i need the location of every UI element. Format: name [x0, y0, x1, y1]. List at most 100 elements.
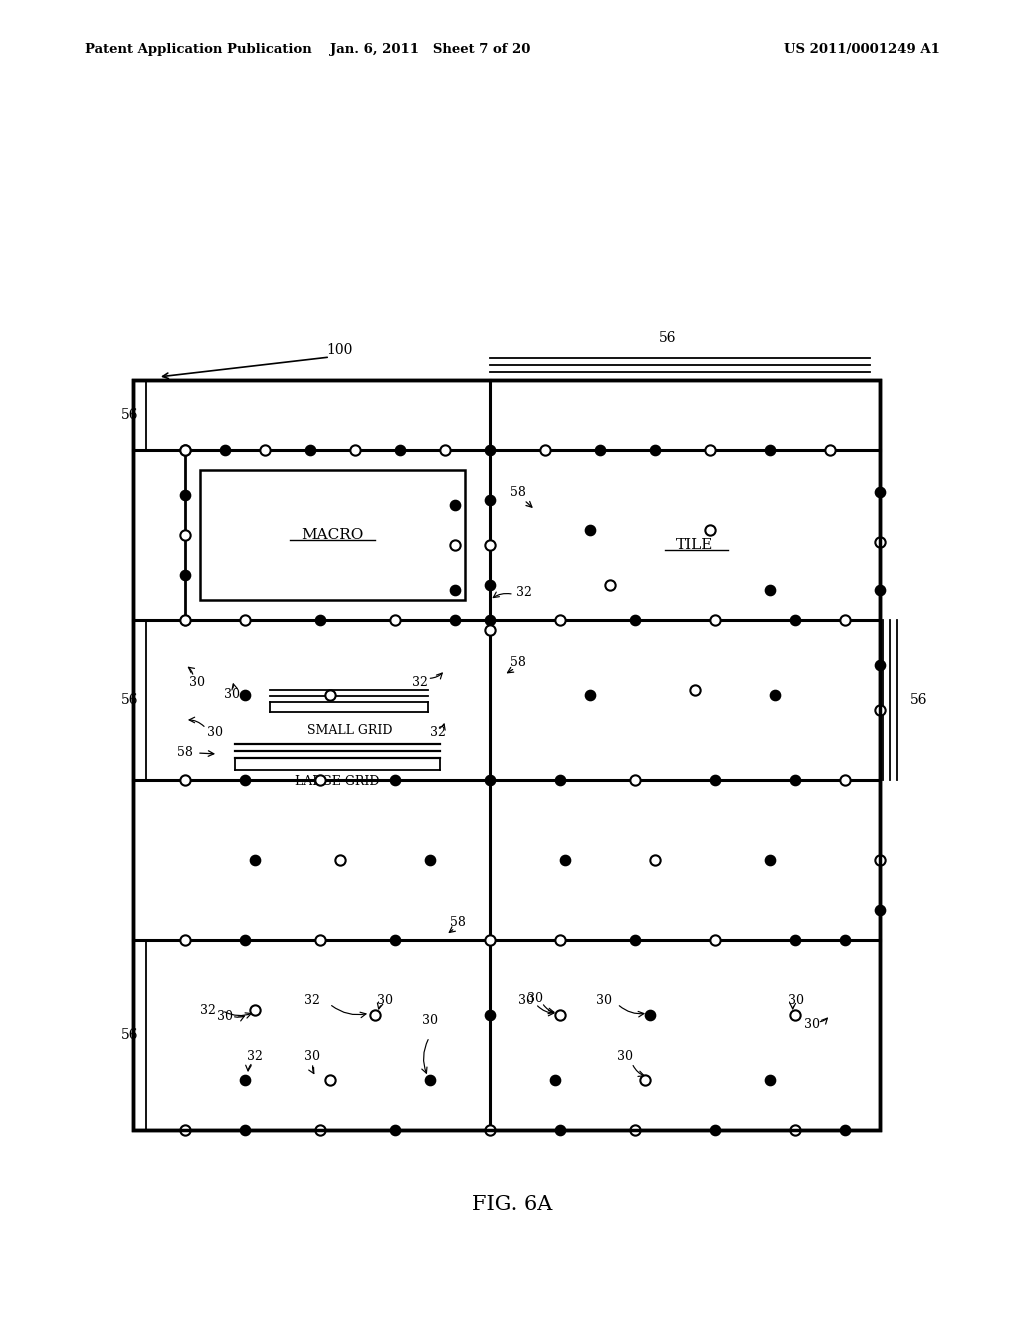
Text: 58: 58: [510, 486, 526, 499]
Point: [701, 520, 718, 541]
Text: 30: 30: [207, 726, 223, 738]
Bar: [200, 470, 465, 601]
Point: [332, 850, 348, 871]
Point: [247, 850, 263, 871]
Point: [786, 929, 803, 950]
Text: MACRO: MACRO: [301, 528, 364, 543]
Bar: [133, 380, 880, 1130]
Point: [627, 929, 643, 950]
Point: [311, 929, 328, 950]
Point: [177, 565, 194, 586]
Point: [552, 610, 568, 631]
Point: [627, 610, 643, 631]
Text: 56: 56: [121, 1028, 138, 1041]
Point: [627, 770, 643, 791]
Point: [482, 1119, 499, 1140]
Point: [837, 929, 853, 950]
Text: 30: 30: [304, 1051, 319, 1064]
Point: [547, 1069, 563, 1090]
Text: TILE: TILE: [676, 539, 714, 552]
Point: [552, 929, 568, 950]
Point: [177, 610, 194, 631]
Text: 30: 30: [377, 994, 393, 1006]
Point: [786, 1005, 803, 1026]
Point: [322, 1069, 338, 1090]
Text: 32: 32: [516, 586, 531, 598]
Point: [687, 680, 703, 701]
Text: 30: 30: [596, 994, 612, 1006]
Point: [387, 770, 403, 791]
Text: 30: 30: [217, 1011, 233, 1023]
Point: [422, 850, 438, 871]
Point: [837, 1119, 853, 1140]
Point: [482, 610, 499, 631]
Point: [786, 610, 803, 631]
Point: [177, 1119, 194, 1140]
Point: [822, 440, 839, 461]
Point: [482, 440, 499, 461]
Text: 32: 32: [247, 1051, 263, 1064]
Point: [247, 999, 263, 1020]
Text: 30: 30: [422, 1014, 438, 1027]
Point: [871, 482, 888, 503]
Point: [627, 1119, 643, 1140]
Point: [552, 1005, 568, 1026]
Point: [871, 655, 888, 676]
Point: [257, 440, 273, 461]
Point: [322, 685, 338, 706]
Point: [311, 610, 328, 631]
Text: 58: 58: [177, 746, 193, 759]
Point: [392, 440, 409, 461]
Point: [387, 610, 403, 631]
Text: FIG. 6A: FIG. 6A: [472, 1196, 552, 1214]
Text: 30: 30: [224, 689, 240, 701]
Text: 30: 30: [189, 676, 205, 689]
Point: [437, 440, 454, 461]
Point: [647, 440, 664, 461]
Point: [592, 440, 608, 461]
Text: 30: 30: [788, 994, 804, 1006]
Point: [762, 1069, 778, 1090]
Point: [786, 770, 803, 791]
Point: [177, 770, 194, 791]
Point: [237, 685, 253, 706]
Point: [552, 770, 568, 791]
Text: Patent Application Publication: Patent Application Publication: [85, 44, 311, 57]
Text: 58: 58: [450, 916, 466, 928]
Point: [387, 929, 403, 950]
Point: [871, 850, 888, 871]
Text: 30: 30: [617, 1051, 633, 1064]
Point: [446, 610, 463, 631]
Text: Jan. 6, 2011   Sheet 7 of 20: Jan. 6, 2011 Sheet 7 of 20: [330, 44, 530, 57]
Point: [762, 579, 778, 601]
Text: 56: 56: [659, 331, 677, 345]
Point: [871, 579, 888, 601]
Point: [177, 440, 194, 461]
Text: 30: 30: [527, 991, 543, 1005]
Point: [537, 440, 553, 461]
Point: [707, 610, 723, 631]
Text: 30: 30: [804, 1019, 820, 1031]
Point: [177, 524, 194, 545]
Point: [482, 574, 499, 595]
Point: [482, 535, 499, 556]
Point: [237, 1069, 253, 1090]
Point: [482, 1005, 499, 1026]
Point: [482, 619, 499, 640]
Point: [557, 850, 573, 871]
Text: 32: 32: [412, 676, 428, 689]
Point: [482, 929, 499, 950]
Point: [837, 610, 853, 631]
Point: [762, 440, 778, 461]
Text: 32: 32: [304, 994, 319, 1006]
Point: [647, 850, 664, 871]
Point: [237, 929, 253, 950]
Point: [177, 440, 194, 461]
Point: [701, 440, 718, 461]
Point: [387, 1119, 403, 1140]
Point: [707, 770, 723, 791]
Point: [367, 1005, 383, 1026]
Point: [302, 440, 318, 461]
Point: [311, 1119, 328, 1140]
Point: [347, 440, 364, 461]
